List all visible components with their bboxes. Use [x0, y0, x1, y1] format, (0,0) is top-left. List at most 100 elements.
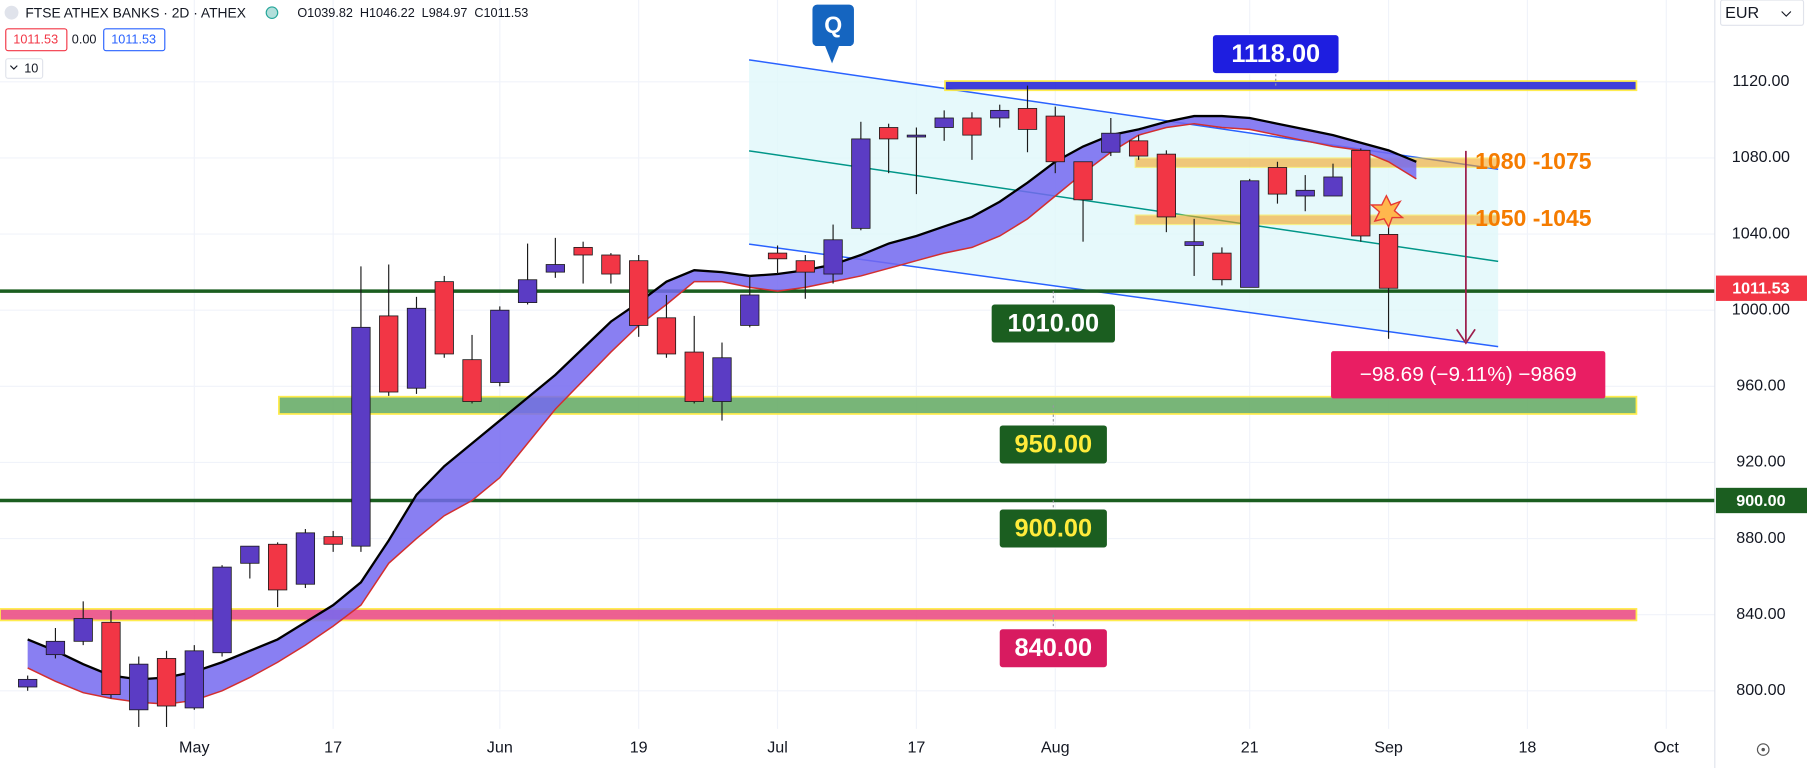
- axes: 800.00 840.00 880.00 920.00 960.00 1000.00 104…: [179, 72, 1807, 757]
- currency: EUR: [1725, 4, 1759, 22]
- candle-body: [879, 127, 899, 140]
- y-tick-label: 1120.00: [1732, 72, 1789, 90]
- y-tick-label: 800.00: [1736, 681, 1785, 699]
- candle-body: [212, 566, 232, 654]
- candle-body: [129, 663, 149, 711]
- indicator-count: 10: [24, 61, 38, 75]
- x-tick-label: 17: [907, 739, 925, 757]
- candle-body: [1156, 153, 1176, 218]
- level-label-box: [1211, 33, 1340, 75]
- candle-body: [934, 117, 954, 128]
- indicator-toggle[interactable]: [5, 58, 44, 79]
- ribbon: [27, 114, 1417, 705]
- x-tick-label: Oct: [1654, 739, 1680, 757]
- candle-body: [1295, 189, 1315, 197]
- candle-body: [740, 294, 760, 326]
- ohlc-value: H1046.22: [360, 6, 415, 20]
- currency-select[interactable]: [1719, 0, 1805, 26]
- candle-body: [1212, 252, 1232, 281]
- level-label: 900.00: [1015, 514, 1093, 542]
- status-dot: [265, 6, 279, 19]
- candle-body: [823, 239, 843, 275]
- price-axis-label: 1011.53: [1732, 280, 1789, 298]
- starburst: [1369, 194, 1405, 229]
- price-axis-label: 900.00: [1736, 492, 1785, 510]
- ask-price: 1011.53: [111, 33, 156, 47]
- candle-body: [1323, 176, 1343, 197]
- ask-badge[interactable]: [103, 28, 166, 52]
- ohlc-value: L984.97: [422, 6, 468, 20]
- candle-body: [962, 117, 982, 136]
- bid-badge[interactable]: [5, 28, 68, 52]
- level-band: [278, 395, 1638, 415]
- y-tick-label: 920.00: [1736, 453, 1785, 471]
- x-tick-label: 17: [324, 739, 342, 757]
- candle-body: [379, 315, 399, 393]
- channel-mid: [748, 150, 1499, 263]
- chevron: [1781, 11, 1792, 17]
- candle-body: [45, 640, 66, 656]
- candle-body: [267, 543, 288, 591]
- q-marker[interactable]: [812, 4, 854, 64]
- q-marker-label[interactable]: Q: [824, 12, 842, 38]
- candle-body: [517, 279, 538, 303]
- x-tick-label: Sep: [1374, 739, 1403, 757]
- x-tick-label: May: [179, 739, 210, 757]
- y-tick-label: 960.00: [1736, 377, 1785, 395]
- candle-body: [323, 536, 343, 545]
- candles: [18, 85, 1399, 727]
- level-band: [944, 80, 1638, 92]
- candle-body: [1351, 149, 1371, 237]
- candle-body: [545, 264, 565, 273]
- annotations: −98.69 (−9.11%) −9869 Q 1118.00 1010.00 95…: [812, 4, 1606, 669]
- candle-body: [795, 260, 815, 273]
- header: FTSE ATHEX BANKS · 2D · ATHEX O1039.82 H1…: [4, 0, 1805, 756]
- candle-body: [1128, 140, 1149, 157]
- candle-body: [1017, 108, 1038, 130]
- candle-body: [906, 134, 927, 138]
- chevron: [9, 65, 18, 70]
- ohlc-value: O1039.82: [297, 6, 353, 20]
- level-label-box: [998, 424, 1109, 465]
- candle-body: [656, 317, 677, 355]
- level-label: 950.00: [1015, 430, 1093, 458]
- candle-body: [434, 281, 454, 355]
- candle-body: [406, 307, 427, 389]
- candle-body: [1073, 161, 1093, 201]
- ohlc: O1039.82 H1046.22 L984.97 C1011.53: [297, 6, 528, 20]
- candle-body: [73, 618, 93, 642]
- candle-body: [156, 658, 177, 707]
- ma-line: [27, 114, 1417, 681]
- level-label: 840.00: [1015, 634, 1093, 662]
- candle-body: [1240, 180, 1260, 288]
- candle-body: [295, 532, 316, 585]
- level-label: 1010.00: [1008, 309, 1100, 337]
- ohlc-value: C1011.53: [474, 6, 528, 20]
- candle-body: [684, 351, 704, 402]
- candle-body: [490, 309, 510, 383]
- candle-body: [712, 357, 732, 402]
- candle-body: [990, 109, 1010, 119]
- x-tick-label: Jul: [767, 739, 788, 757]
- y-tick-label: 1040.00: [1732, 224, 1790, 242]
- x-tick-label: 18: [1518, 739, 1536, 757]
- candle-body: [629, 260, 649, 326]
- settings-icon[interactable]: [1756, 743, 1770, 756]
- candle-body: [462, 359, 482, 402]
- x-tick-label: Aug: [1041, 739, 1070, 757]
- candle-body: [1045, 115, 1065, 163]
- level-label-box: [998, 628, 1109, 669]
- bid-price: 1011.53: [13, 33, 58, 47]
- zone-label: 1080 -1075: [1475, 148, 1592, 174]
- candle-body: [1267, 167, 1288, 195]
- y-tick-label: 840.00: [1736, 605, 1785, 623]
- measure-box: [1331, 351, 1606, 399]
- candle-body: [573, 246, 593, 256]
- y-tick-label: 880.00: [1736, 529, 1785, 547]
- price-axis-label-box: [1715, 275, 1807, 301]
- level-band: [0, 608, 1638, 622]
- candle-body: [101, 621, 121, 696]
- measure-label: −98.69 (−9.11%) −9869: [1360, 363, 1577, 386]
- candle-body: [851, 138, 871, 229]
